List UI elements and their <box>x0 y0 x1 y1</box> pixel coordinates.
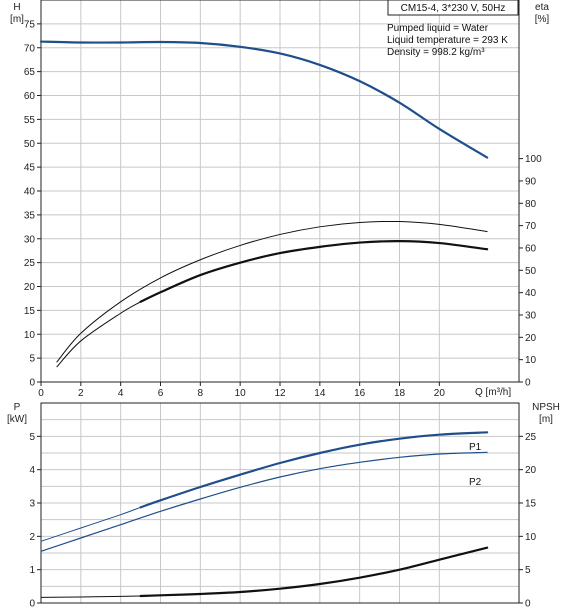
curves <box>41 42 487 598</box>
p-tick-label: 0 <box>29 599 35 610</box>
info-title: CM15-4, 3*230 V, 50Hz <box>401 3 506 14</box>
lower-left-axis-unit: [kW] <box>7 414 27 425</box>
h-tick-label: 45 <box>24 163 36 174</box>
h-tick-label: 35 <box>24 210 36 221</box>
lower-NPSH-extended <box>41 596 141 597</box>
h-tick-label: 50 <box>24 139 36 150</box>
h-tick-label: 60 <box>24 91 36 102</box>
eta-tick-label: 90 <box>525 176 537 187</box>
upper-left-axis-title: H <box>13 2 20 13</box>
h-tick-label: 10 <box>24 330 36 341</box>
upper-right-axis-title: eta <box>535 2 549 13</box>
p-tick-label: 5 <box>29 432 35 443</box>
h-tick-label: 30 <box>24 234 36 245</box>
eta-tick-label: 100 <box>525 154 542 165</box>
upper-head-curve <box>41 42 487 158</box>
h-tick-label: 75 <box>24 19 36 30</box>
lower-grid <box>41 403 519 603</box>
upper-ticks: 0 2 4 6 8 10 12 14 16 18 20 0 5 10 15 20 25 30 35 40 45 50 55 6… <box>24 19 542 399</box>
p-tick-label: 2 <box>29 532 35 543</box>
lower-ticks: 0 1 2 3 4 5 0 5 10 15 20 25 <box>29 432 536 610</box>
p1-label: P1 <box>469 442 482 453</box>
h-tick-label: 15 <box>24 306 36 317</box>
eta-tick-label: 0 <box>525 378 531 389</box>
npsh-tick-label: 25 <box>525 432 537 443</box>
upper-left-axis-unit: [m] <box>10 14 24 25</box>
x-tick-label: 14 <box>314 388 326 399</box>
x-tick-label: 16 <box>354 388 366 399</box>
h-tick-label: 5 <box>29 354 35 365</box>
info-line-temperature: Liquid temperature = 293 K <box>387 35 508 46</box>
eta-tick-label: 60 <box>525 243 537 254</box>
eta-tick-label: 80 <box>525 199 537 210</box>
x-tick-label: 18 <box>394 388 406 399</box>
npsh-tick-label: 10 <box>525 532 537 543</box>
h-tick-label: 25 <box>24 258 36 269</box>
upper-eta-thick-curve <box>141 241 488 302</box>
x-tick-label: 8 <box>198 388 204 399</box>
eta-tick-label: 10 <box>525 355 537 366</box>
npsh-tick-label: 5 <box>525 565 531 576</box>
h-tick-label: 0 <box>29 378 35 389</box>
x-tick-label: 10 <box>235 388 247 399</box>
x-tick-label: 2 <box>78 388 84 399</box>
h-tick-label: 20 <box>24 282 36 293</box>
p-tick-label: 4 <box>29 465 35 476</box>
eta-tick-label: 40 <box>525 288 537 299</box>
eta-tick-label: 30 <box>525 310 537 321</box>
lower-left-axis-title: P <box>14 402 21 413</box>
eta-tick-label: 50 <box>525 266 537 277</box>
x-tick-label: 0 <box>38 388 44 399</box>
lower-right-axis-unit: [m] <box>539 414 553 425</box>
h-tick-label: 70 <box>24 43 36 54</box>
x-tick-label: 20 <box>434 388 446 399</box>
h-tick-label: 65 <box>24 67 36 78</box>
eta-tick-label: 70 <box>525 221 537 232</box>
p2-label: P2 <box>469 477 482 488</box>
p-tick-label: 3 <box>29 499 35 510</box>
h-tick-label: 40 <box>24 187 36 198</box>
eta-tick-label: 20 <box>525 333 537 344</box>
p-tick-label: 1 <box>29 565 35 576</box>
lower-right-axis-title: NPSH <box>532 402 560 413</box>
npsh-tick-label: 0 <box>525 599 531 610</box>
x-tick-label: 6 <box>158 388 164 399</box>
x-tick-label: 4 <box>118 388 124 399</box>
h-tick-label: 55 <box>24 115 36 126</box>
lower-NPSH-curve <box>141 548 488 596</box>
info-line-liquid: Pumped liquid = Water <box>387 23 489 34</box>
npsh-tick-label: 15 <box>525 499 537 510</box>
npsh-tick-label: 20 <box>525 465 537 476</box>
upper-right-axis-unit: [%] <box>535 14 550 25</box>
info-line-density: Density = 998.2 kg/m³ <box>387 47 485 58</box>
x-axis-title: Q [m³/h] <box>475 387 511 398</box>
x-tick-label: 12 <box>274 388 286 399</box>
